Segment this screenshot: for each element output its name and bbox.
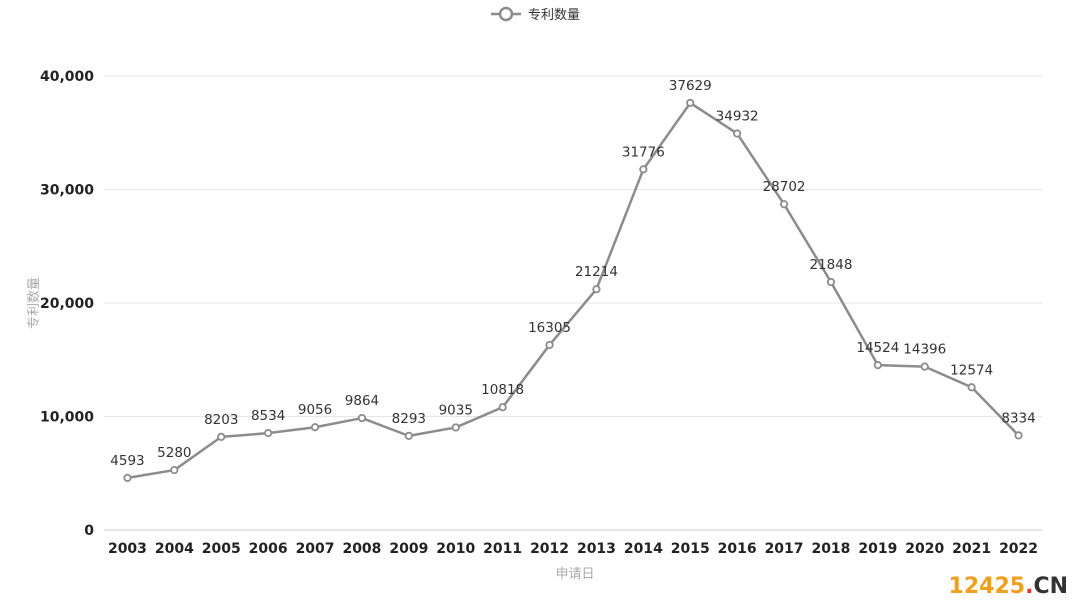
x-tick-label: 2018 xyxy=(811,541,850,557)
data-point[interactable] xyxy=(123,473,132,482)
x-tick-label: 2005 xyxy=(202,541,241,557)
x-tick-label: 2010 xyxy=(436,541,475,557)
data-point[interactable] xyxy=(733,129,742,138)
y-tick-label: 40,000 xyxy=(40,69,94,85)
x-tick-label: 2013 xyxy=(577,541,616,557)
data-point[interactable] xyxy=(592,285,601,294)
data-label: 37629 xyxy=(669,78,712,94)
data-point[interactable] xyxy=(967,383,976,392)
data-point[interactable] xyxy=(170,465,179,475)
data-label: 8203 xyxy=(204,412,238,428)
y-tick-label: 10,000 xyxy=(40,410,94,426)
watermark-logo: 12425.CN xyxy=(949,574,1068,599)
data-point[interactable] xyxy=(310,423,320,432)
data-label: 14396 xyxy=(903,342,946,358)
data-label: 21214 xyxy=(575,264,618,280)
data-point[interactable] xyxy=(264,429,273,438)
data-point[interactable] xyxy=(498,403,507,412)
data-labels: 4593 5280 8203 8534 9056 9864 8293 9035 10818 163… xyxy=(110,78,1035,469)
data-label: 5280 xyxy=(157,445,191,461)
y-axis-title: 专利数量 xyxy=(27,277,42,329)
data-label: 9056 xyxy=(298,402,332,418)
data-label: 4593 xyxy=(110,453,144,469)
y-axis-ticks: 0 10,000 20,000 30,000 40,000 xyxy=(40,69,94,539)
x-tick-label: 2017 xyxy=(765,541,804,557)
data-point[interactable] xyxy=(873,361,882,370)
x-axis-ticks: 2003 2004 2005 2006 2007 2008 2009 2010 2011 2012… xyxy=(108,541,1038,557)
legend-label: 专利数量 xyxy=(528,8,580,23)
x-tick-label: 2011 xyxy=(483,541,522,557)
data-label: 8334 xyxy=(1001,410,1035,426)
x-tick-label: 2009 xyxy=(389,541,428,557)
x-tick-label: 2004 xyxy=(155,541,194,557)
legend-marker-icon xyxy=(498,6,514,22)
gridlines xyxy=(104,75,1042,531)
data-point[interactable] xyxy=(545,340,554,350)
series-line xyxy=(127,101,1020,480)
series-patent-count xyxy=(123,98,1023,482)
watermark-suffix: CN xyxy=(1033,574,1068,599)
data-point[interactable] xyxy=(357,413,367,423)
data-point[interactable] xyxy=(686,98,695,108)
data-label: 21848 xyxy=(809,257,852,273)
data-label: 28702 xyxy=(763,179,806,195)
x-tick-label: 2006 xyxy=(249,541,288,557)
x-tick-label: 2008 xyxy=(342,541,381,557)
data-label: 8534 xyxy=(251,408,285,424)
x-tick-label: 2007 xyxy=(296,541,335,557)
data-point[interactable] xyxy=(779,200,789,209)
data-label: 10818 xyxy=(481,382,524,398)
x-tick-label: 2021 xyxy=(952,541,991,557)
x-tick-label: 2019 xyxy=(858,541,897,557)
x-tick-label: 2003 xyxy=(108,541,147,557)
data-point[interactable] xyxy=(217,432,226,441)
y-tick-label: 0 xyxy=(84,523,94,539)
y-tick-label: 20,000 xyxy=(40,296,94,312)
data-point[interactable] xyxy=(920,362,929,371)
x-tick-label: 2015 xyxy=(671,541,710,557)
data-point[interactable] xyxy=(451,423,460,432)
data-point[interactable] xyxy=(404,431,413,440)
x-axis-title: 申请日 xyxy=(555,567,594,582)
y-tick-label: 30,000 xyxy=(40,183,94,199)
data-label: 14524 xyxy=(856,340,899,356)
watermark-dot: . xyxy=(1025,574,1034,599)
x-tick-label: 2016 xyxy=(718,541,757,557)
x-tick-label: 2020 xyxy=(905,541,944,557)
x-tick-label: 2012 xyxy=(530,541,569,557)
data-label: 8293 xyxy=(392,411,426,427)
data-point[interactable] xyxy=(826,277,836,287)
data-label: 34932 xyxy=(716,109,759,125)
data-label: 16305 xyxy=(528,320,571,336)
x-tick-label: 2022 xyxy=(999,541,1038,557)
data-point[interactable] xyxy=(1014,431,1023,440)
data-label: 12574 xyxy=(950,362,993,378)
data-label: 9864 xyxy=(345,393,379,409)
x-tick-label: 2014 xyxy=(624,541,663,557)
watermark-number: 12425 xyxy=(948,574,1026,599)
data-label: 9035 xyxy=(439,402,473,418)
data-label: 31776 xyxy=(622,144,665,160)
legend[interactable]: 专利数量 xyxy=(491,6,580,23)
data-point[interactable] xyxy=(639,165,648,174)
